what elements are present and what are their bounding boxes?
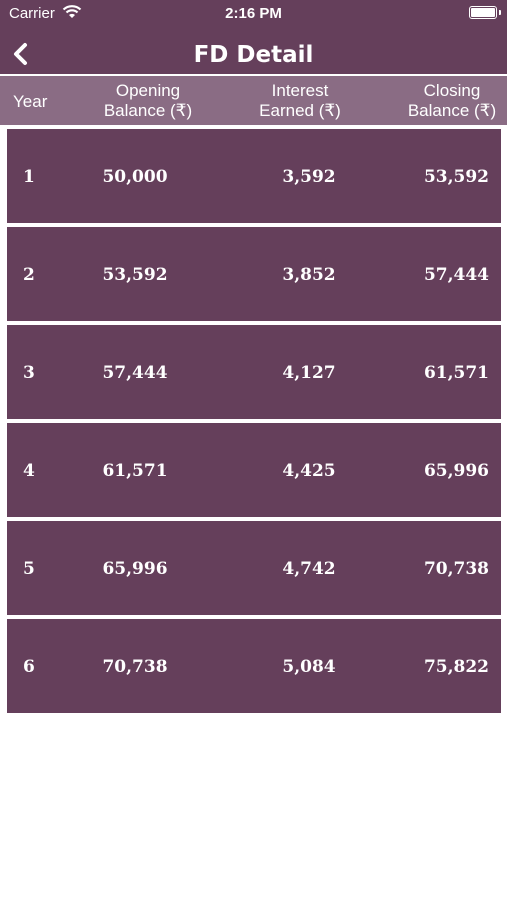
- opening-balance-cell: 70,738: [102, 657, 168, 677]
- closing-balance-cell: 70,738: [423, 559, 489, 579]
- opening-balance-cell: 57,444: [102, 363, 168, 383]
- closing-balance-cell: 57,444: [423, 265, 489, 285]
- table-header: Year Opening Balance (₹) Interest Earned…: [0, 76, 507, 125]
- header-interest-line2: Earned (₹): [259, 101, 341, 120]
- page-title: FD Detail: [193, 42, 314, 68]
- interest-earned-cell: 4,742: [282, 559, 336, 579]
- table-row: 6 70,738 5,084 75,822: [7, 619, 501, 713]
- year-cell: 2: [23, 265, 35, 285]
- year-cell: 6: [23, 657, 35, 677]
- closing-balance-cell: 61,571: [423, 363, 489, 383]
- fd-table-rows: 1 50,000 3,592 53,592 2 53,592 3,852 57,…: [7, 129, 501, 717]
- header-closing-line2: Balance (₹): [407, 101, 497, 120]
- status-time: 2:16 PM: [225, 5, 282, 22]
- year-cell: 5: [23, 559, 35, 579]
- battery-icon: [469, 6, 497, 19]
- header-interest-line1: Interest: [271, 81, 329, 100]
- wifi-icon: [62, 5, 82, 18]
- header-year: Year: [13, 92, 48, 111]
- navigation-bar: Carrier 2:16 PM FD Detail: [0, 0, 507, 74]
- year-cell: 1: [23, 167, 35, 187]
- carrier-label: Carrier: [9, 5, 55, 22]
- closing-balance-cell: 65,996: [423, 461, 489, 481]
- table-row: 5 65,996 4,742 70,738: [7, 521, 501, 615]
- header-interest-earned: Interest Earned (₹): [248, 81, 352, 121]
- interest-earned-cell: 4,425: [282, 461, 336, 481]
- header-opening-line1: Opening: [115, 81, 181, 100]
- battery-tip: [499, 10, 501, 15]
- table-row: 1 50,000 3,592 53,592: [7, 129, 501, 223]
- closing-balance-cell: 75,822: [423, 657, 489, 677]
- opening-balance-cell: 50,000: [102, 167, 168, 187]
- status-bar: Carrier 2:16 PM: [0, 0, 507, 28]
- header-opening-line2: Balance (₹): [103, 101, 193, 120]
- header-opening-balance: Opening Balance (₹): [92, 81, 204, 121]
- back-button[interactable]: [10, 42, 32, 66]
- year-cell: 3: [23, 363, 35, 383]
- interest-earned-cell: 3,852: [282, 265, 336, 285]
- table-row: 4 61,571 4,425 65,996: [7, 423, 501, 517]
- year-cell: 4: [23, 461, 35, 481]
- closing-balance-cell: 53,592: [423, 167, 489, 187]
- interest-earned-cell: 3,592: [282, 167, 336, 187]
- table-row: 2 53,592 3,852 57,444: [7, 227, 501, 321]
- interest-earned-cell: 5,084: [282, 657, 336, 677]
- opening-balance-cell: 65,996: [102, 559, 168, 579]
- interest-earned-cell: 4,127: [282, 363, 336, 383]
- header-closing-balance: Closing Balance (₹): [398, 81, 506, 121]
- opening-balance-cell: 61,571: [102, 461, 168, 481]
- table-row: 3 57,444 4,127 61,571: [7, 325, 501, 419]
- opening-balance-cell: 53,592: [102, 265, 168, 285]
- header-closing-line1: Closing: [423, 81, 481, 100]
